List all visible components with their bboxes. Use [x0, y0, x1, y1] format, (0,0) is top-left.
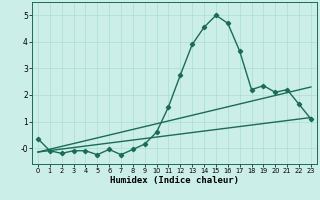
X-axis label: Humidex (Indice chaleur): Humidex (Indice chaleur) [110, 176, 239, 185]
